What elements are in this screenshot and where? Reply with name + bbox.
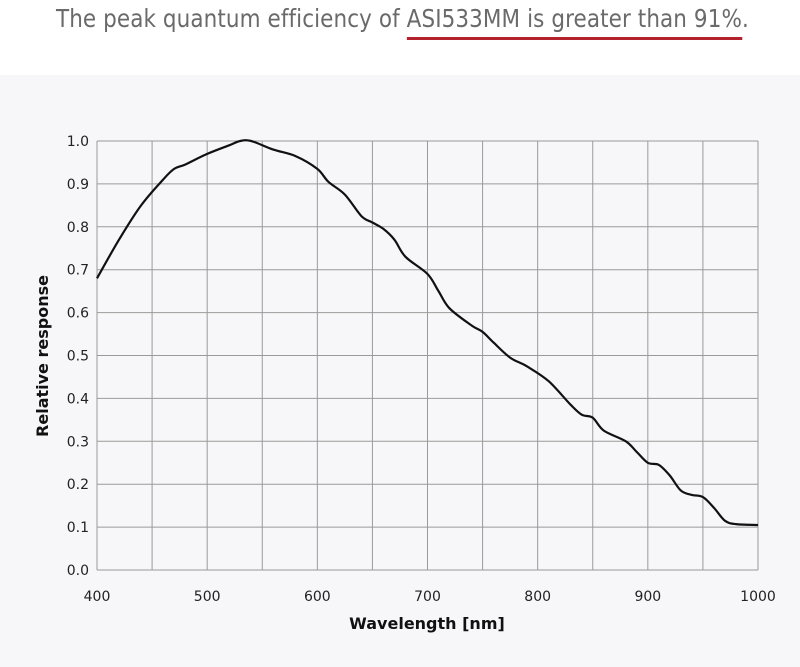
headline-text: The peak quantum efficiency of [56,4,407,33]
headline-period: . [741,4,749,33]
y-tick-label: 0.4 [67,391,89,407]
headline: The peak quantum efficiency of ASI533MM … [56,4,749,40]
y-tick-label: 0.2 [67,477,89,493]
x-axis-title: Wavelength [nm] [349,614,505,633]
x-tick-label: 900 [634,589,661,605]
y-tick-label: 0.7 [67,263,89,279]
x-tick-label: 500 [194,589,221,605]
x-tick-label: 800 [524,589,551,605]
y-axis-ticks: 0.0 0.1 0.2 0.3 0.4 0.5 0.6 0.7 0.8 0.9 1.0 [67,134,89,579]
y-tick-label: 0.5 [67,349,89,365]
y-tick-label: 0.6 [67,306,89,322]
series-lines [96,139,759,527]
x-tick-label: 1000 [740,589,776,605]
series-line [96,139,759,527]
x-tick-label: 700 [414,589,441,605]
x-axis-ticks: 400 500 600 700 800 900 1000 [84,589,776,605]
chart-panel [0,75,800,667]
y-tick-label: 0.9 [67,177,89,193]
y-tick-label: 1.0 [67,134,89,150]
y-axis-title: Relative response [33,275,52,437]
headline-highlight: ASI533MM is greater than 91% [406,4,742,40]
y-tick-label: 0.8 [67,220,89,236]
y-tick-label: 0.1 [67,520,89,536]
x-tick-label: 600 [304,589,331,605]
y-tick-label: 0.0 [67,563,89,579]
headline-highlight-text: ASI533MM is greater than 91% [406,4,742,33]
x-tick-label: 400 [84,589,111,605]
grid [96,140,759,571]
y-tick-label: 0.3 [67,434,89,450]
